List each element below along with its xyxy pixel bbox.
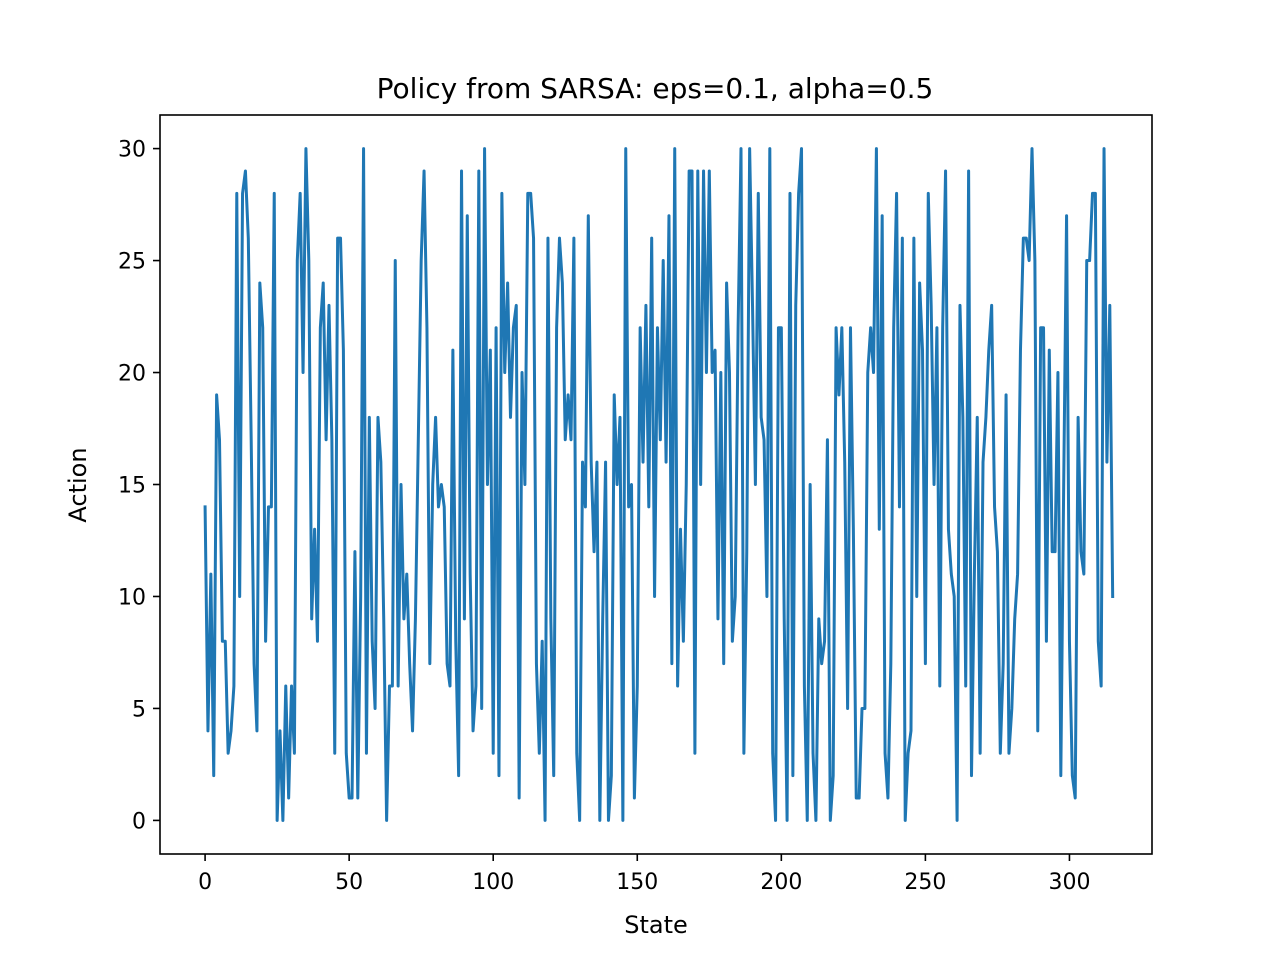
y-tick-label: 0 — [132, 809, 146, 834]
x-tick-label: 200 — [760, 870, 802, 895]
y-tick-label: 10 — [118, 585, 146, 610]
y-tick-label: 20 — [118, 362, 146, 387]
chart-title: Policy from SARSA: eps=0.1, alpha=0.5 — [377, 72, 934, 105]
x-tick-label: 50 — [335, 870, 363, 895]
x-axis-ticks: 0 50 100 150 200 250 300 — [198, 854, 1090, 895]
series-line-0 — [203, 147, 1115, 822]
y-tick-label: 25 — [118, 250, 146, 275]
x-tick-label: 100 — [472, 870, 514, 895]
y-axis-ticks: 0 5 10 15 20 25 30 — [118, 138, 160, 834]
y-tick-label: 15 — [118, 474, 146, 499]
plot-area — [203, 147, 1115, 822]
x-axis-label: State — [624, 911, 688, 939]
x-tick-label: 150 — [616, 870, 658, 895]
y-tick-label: 5 — [132, 697, 146, 722]
y-tick-label: 30 — [118, 138, 146, 163]
x-tick-label: 0 — [198, 870, 212, 895]
x-tick-label: 250 — [904, 870, 946, 895]
x-tick-label: 300 — [1048, 870, 1090, 895]
y-axis-label: Action — [64, 447, 92, 522]
